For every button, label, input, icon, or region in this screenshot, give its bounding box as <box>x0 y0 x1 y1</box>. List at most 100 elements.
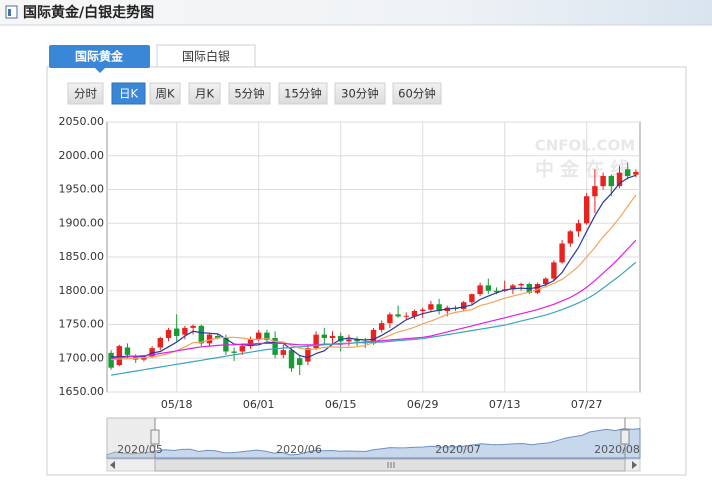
button[interactable] <box>334 82 386 105</box>
x-tick-label: 07/13 <box>489 398 521 411</box>
header-bar <box>0 0 712 25</box>
panel <box>46 66 687 476</box>
candle-body <box>288 350 295 369</box>
button-label[interactable]: 60分钟 <box>398 87 436 101</box>
candle-body <box>616 172 623 187</box>
navigator-area <box>106 428 641 459</box>
candle-body <box>329 335 336 338</box>
candle-body <box>419 309 426 311</box>
candle-body <box>165 329 172 338</box>
candle-body <box>485 285 492 291</box>
x-tick-label: 06/29 <box>407 398 439 411</box>
candle-body <box>321 334 328 338</box>
candle-body <box>436 304 442 311</box>
y-tick-label: 1800.00 <box>59 284 105 297</box>
tab-active[interactable] <box>49 45 150 68</box>
y-tick-label: 2000.00 <box>59 149 105 162</box>
tab-label[interactable]: 国际白银 <box>182 49 230 64</box>
navigator-handle[interactable] <box>620 429 630 445</box>
candle-body <box>173 328 180 336</box>
candle-body <box>239 346 246 352</box>
button[interactable] <box>111 82 146 105</box>
candle-body <box>157 338 164 348</box>
scroll-arrow-right[interactable] <box>632 461 637 469</box>
button-label[interactable]: 月K <box>195 87 214 101</box>
ma-line <box>111 174 637 359</box>
y-tick-label: 1900.00 <box>59 216 105 229</box>
header-title: 国际黄金/白银走势图 <box>23 4 154 21</box>
tab-label[interactable]: 国际黄金 <box>75 49 124 64</box>
navigator-label: 2020/06 <box>276 443 322 456</box>
candle-body <box>600 176 606 187</box>
x-tick-label: 05/18 <box>161 398 193 411</box>
candle-body <box>198 325 205 344</box>
button-label[interactable]: 15分钟 <box>284 87 322 101</box>
candle-body <box>477 285 483 295</box>
y-tick-label: 1950.00 <box>59 183 105 196</box>
candle-body <box>296 358 303 365</box>
navigator-mask <box>107 418 155 458</box>
tab[interactable] <box>156 44 256 68</box>
button-label[interactable]: 分时 <box>74 87 97 101</box>
x-tick-label: 07/27 <box>571 398 603 411</box>
candle-body <box>116 346 123 365</box>
candle-body <box>583 196 590 224</box>
button-label[interactable]: 30分钟 <box>341 87 379 101</box>
button-label[interactable]: 5分钟 <box>234 87 264 101</box>
y-tick-label: 1850.00 <box>59 250 105 263</box>
header-icon <box>5 5 18 19</box>
y-tick-label: 2050.00 <box>59 115 105 128</box>
candle-body <box>460 302 467 309</box>
candle-body <box>370 329 377 344</box>
candle-body <box>354 339 360 342</box>
header-icon <box>8 9 11 16</box>
candle-body <box>124 347 131 355</box>
candle-body <box>428 304 434 310</box>
scrollbar-thumb[interactable] <box>154 458 626 472</box>
x-tick-label: 06/01 <box>243 398 275 411</box>
button-label[interactable]: 周K <box>155 87 174 101</box>
candle-body <box>108 352 114 368</box>
button[interactable] <box>228 82 271 105</box>
candle-body <box>346 339 352 342</box>
candle-body <box>247 339 254 347</box>
y-tick-label: 1750.00 <box>59 318 105 331</box>
candle-body <box>280 350 287 355</box>
candle-body <box>264 332 270 341</box>
candle-body <box>542 278 549 284</box>
button[interactable] <box>188 82 221 105</box>
candle-body <box>551 262 557 279</box>
watermark: CNFOL.COM <box>535 137 636 155</box>
candle-body <box>493 290 500 293</box>
y-tick-label: 1700.00 <box>59 351 105 364</box>
navigator-label: 2020/05 <box>117 443 163 456</box>
button[interactable] <box>392 82 442 105</box>
button-label[interactable]: 日K <box>119 87 138 101</box>
candle-body <box>395 314 401 317</box>
scroll-arrow-left[interactable] <box>110 461 115 469</box>
button[interactable] <box>67 82 104 105</box>
ma-line <box>111 261 637 376</box>
navigator-label: 2020/07 <box>435 443 481 456</box>
navigator-handle[interactable] <box>150 429 160 445</box>
button[interactable] <box>149 82 181 105</box>
candle-body <box>214 335 221 338</box>
candle-body <box>337 335 344 342</box>
candle-body <box>518 284 524 286</box>
button[interactable] <box>278 82 328 105</box>
candle-body <box>387 314 393 324</box>
candle-body <box>633 171 639 175</box>
candle-body <box>510 285 516 290</box>
candle-body <box>305 348 311 362</box>
candle-body <box>272 338 278 355</box>
watermark: 中金在线 <box>535 158 635 181</box>
candle-body <box>182 327 188 335</box>
candle-body <box>624 169 631 176</box>
candle-body <box>608 176 615 187</box>
candle-body <box>141 356 147 360</box>
candle-body <box>567 231 574 244</box>
candle-body <box>231 351 237 353</box>
candle-body <box>575 223 582 232</box>
ma-line <box>111 239 637 359</box>
